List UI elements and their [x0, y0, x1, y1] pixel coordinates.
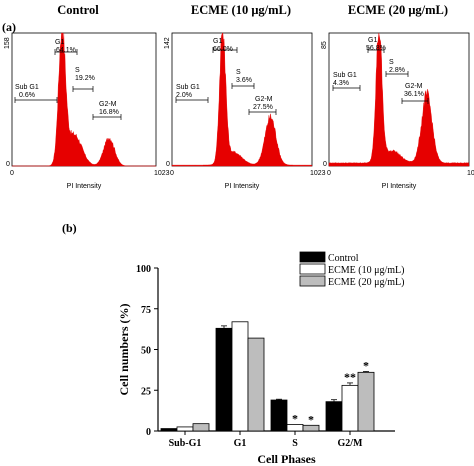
- x-axis-label: PI Intensity: [382, 183, 417, 190]
- gate-name-1: G1: [55, 39, 64, 46]
- bar-1-0: [176, 426, 194, 432]
- x-tick-label: 0: [10, 170, 14, 177]
- x-tick-label: 0: [327, 170, 331, 177]
- x-tick-label: Sub-G1: [169, 438, 202, 449]
- bar-1-3: [341, 384, 359, 432]
- gate-name-2: S: [389, 59, 394, 66]
- bar-2-1: [247, 337, 265, 432]
- bar-1-1: [231, 321, 249, 432]
- bar-0-2: [270, 399, 288, 432]
- y-tick-label: 0: [166, 161, 170, 168]
- gate-percent-2: 3.6%: [236, 77, 252, 84]
- histogram-title: Control: [57, 3, 99, 17]
- panel-a-label: (a): [2, 20, 16, 34]
- bar-2-3: [357, 371, 375, 432]
- histogram-area: [328, 32, 470, 167]
- x-axis-label: PI Intensity: [67, 183, 102, 190]
- plot-frame: [11, 32, 157, 167]
- gate-percent-1: 66.0%: [213, 46, 233, 53]
- significance-star: *: [292, 411, 298, 425]
- gate-name-3: G2-M: [255, 96, 273, 103]
- significance-star: *: [308, 412, 314, 426]
- panel-b-label: (b): [62, 221, 77, 235]
- y-tick-label: 158: [4, 37, 11, 49]
- x-tick-label: G1: [234, 438, 247, 449]
- x-tick-label: G2/M: [338, 438, 364, 449]
- gate-percent-0: 4.3%: [333, 80, 349, 87]
- gate-percent-3: 36.1%: [404, 91, 424, 98]
- legend-label-0: Control: [328, 253, 359, 264]
- bar-2-2: [302, 424, 320, 432]
- gate-name-3: G2-M: [99, 101, 117, 108]
- gate-name-0: Sub G1: [176, 84, 200, 91]
- y-axis-label: Cell numbers (%): [117, 304, 131, 396]
- y-tick-label: 0: [6, 161, 10, 168]
- legend-swatch-0: [299, 251, 326, 263]
- x-tick-label: 0: [170, 170, 174, 177]
- x-tick-label: S: [292, 438, 298, 449]
- y-tick-label: 0: [323, 161, 327, 168]
- significance-star: *: [363, 359, 369, 373]
- x-tick-label: 1023: [154, 170, 170, 177]
- gate-name-3: G2-M: [405, 83, 423, 90]
- gate-name-2: S: [75, 67, 80, 74]
- legend-label-1: ECME (10 μg/mL): [328, 265, 404, 276]
- histogram-area: [171, 32, 313, 167]
- plot-frame: [171, 32, 313, 167]
- histogram-area: [12, 32, 156, 167]
- plot-frame: [328, 32, 470, 167]
- x-axis-label: PI Intensity: [225, 183, 260, 190]
- bar-2-0: [192, 423, 210, 432]
- bar-chart-cell-phases: 0 25 50 75 100 Cell numbers (%) Sub-G1 G1 S G2/M C…: [117, 251, 404, 466]
- y-tick-label: 75: [141, 305, 151, 316]
- gate-name-0: Sub G1: [333, 72, 357, 79]
- bar-0-1: [215, 327, 233, 432]
- histogram-control: Control 0 1023 0 158 PI Intensity Sub G10.6% G1…: [4, 3, 170, 190]
- y-tick-label: 85: [321, 41, 328, 49]
- bar-0-0: [160, 428, 178, 432]
- gate-name-2: S: [236, 69, 241, 76]
- x-axis-label: Cell Phases: [257, 452, 316, 466]
- gate-percent-1: 64.1%: [56, 47, 76, 54]
- gate-percent-2: 19.2%: [75, 75, 95, 82]
- gate-percent-3: 16.8%: [99, 109, 119, 116]
- gate-percent-3: 27.5%: [253, 104, 273, 111]
- y-tick-label: 50: [141, 346, 151, 357]
- y-tick-label: 142: [164, 37, 171, 49]
- bar-0-3: [325, 401, 343, 432]
- y-tick-label: 25: [141, 386, 151, 397]
- y-tick-label: 0: [146, 427, 151, 438]
- significance-star: **: [344, 370, 356, 384]
- histogram-title: ECME (20 μg/mL): [348, 3, 448, 17]
- histogram-ecme-20: ECME (20 μg/mL) 0 1023 0 85 PI Intensity Sub G…: [321, 3, 474, 190]
- gate-percent-0: 2.0%: [176, 92, 192, 99]
- gate-name-1: G1: [213, 38, 222, 45]
- gate-name-0: Sub G1: [15, 84, 39, 91]
- gate-percent-2: 2.8%: [389, 67, 405, 74]
- gate-percent-1: 56.8%: [366, 45, 386, 52]
- gate-percent-0: 0.6%: [19, 92, 35, 99]
- legend-swatch-2: [299, 275, 326, 287]
- x-tick-label: 1023: [310, 170, 326, 177]
- histogram-ecme-10: ECME (10 μg/mL) 0 1023 0 142 PI Intensity Sub …: [164, 3, 326, 190]
- legend-swatch-1: [299, 263, 326, 275]
- histogram-title: ECME (10 μg/mL): [191, 3, 291, 17]
- gate-name-1: G1: [368, 37, 377, 44]
- y-tick-label: 100: [136, 264, 151, 275]
- legend-label-2: ECME (20 μg/mL): [328, 277, 404, 288]
- x-tick-label: 1023: [467, 170, 474, 177]
